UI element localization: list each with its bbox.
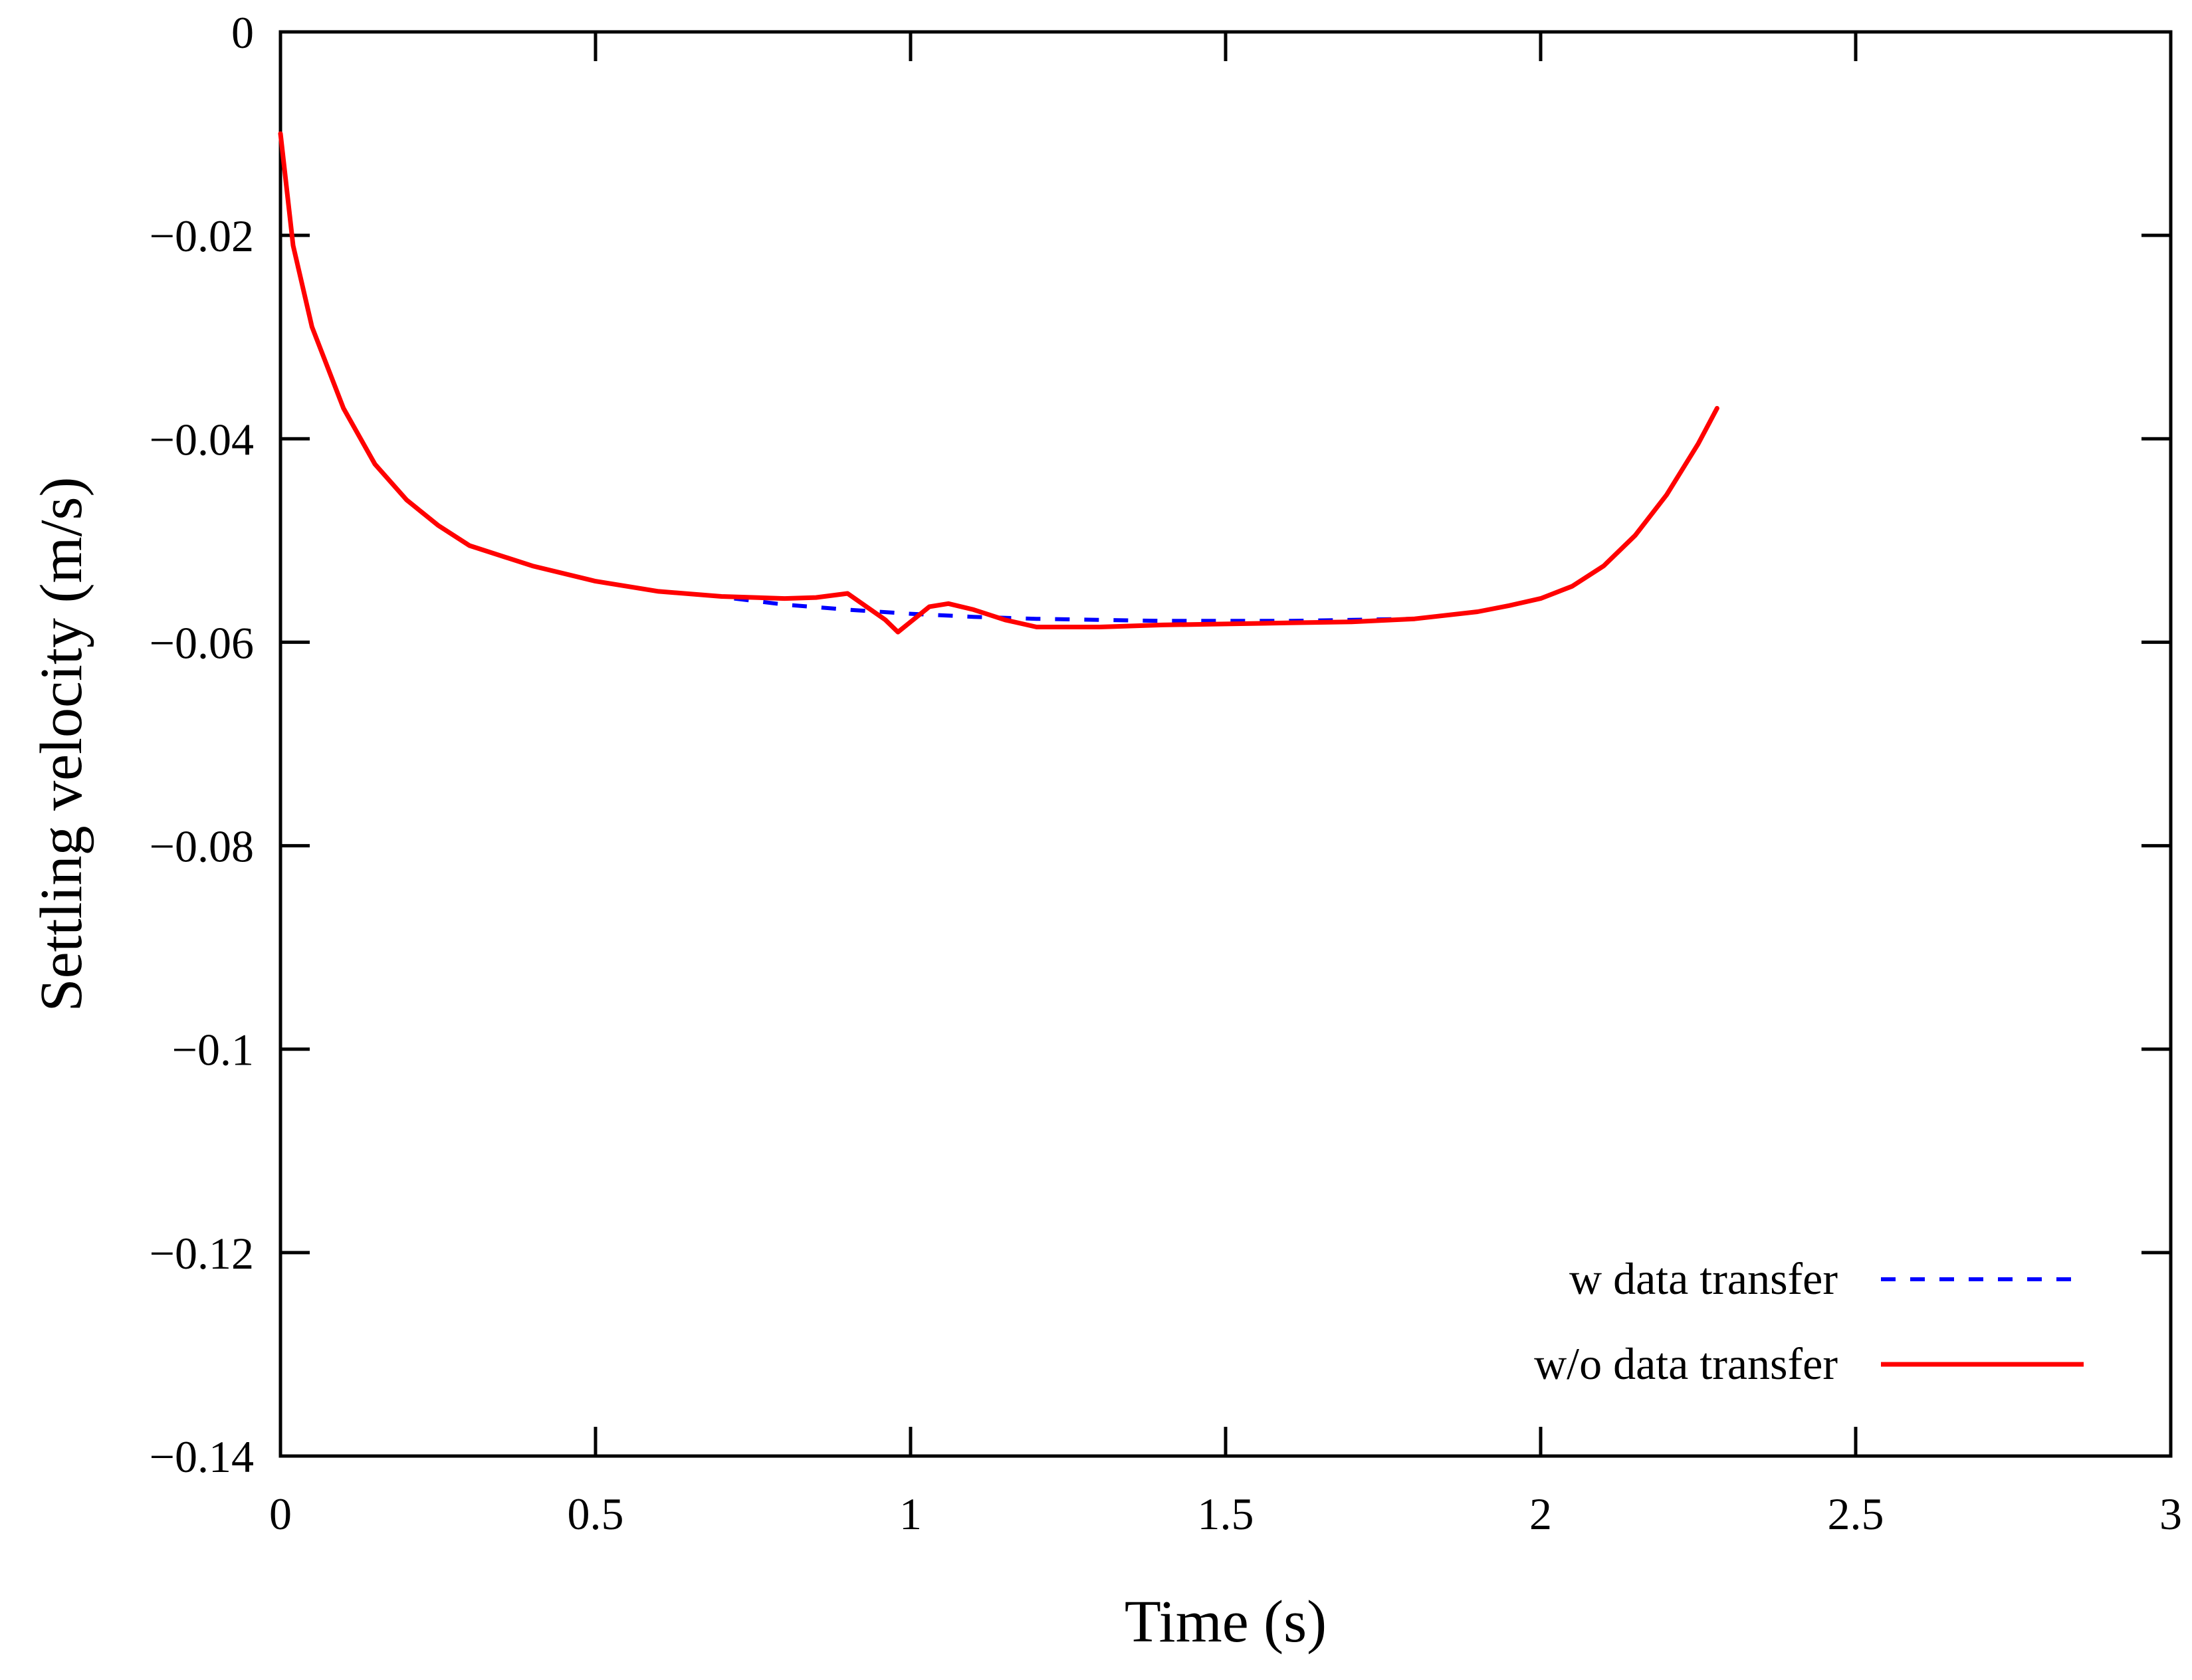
y-tick-label: −0.12 xyxy=(150,1228,254,1279)
plot-frame xyxy=(278,30,2173,1458)
y-tick-label: −0.06 xyxy=(150,617,254,668)
series-layer xyxy=(278,131,1719,635)
x-axis-ticks: 0 0.5 1 1.5 2 2.5 3 xyxy=(269,32,2182,1539)
legend: w data transfer w/o data transfer xyxy=(1534,1253,2084,1389)
series-line-wo-data-transfer xyxy=(278,131,1719,635)
x-tick-label: 2 xyxy=(1529,1489,1552,1539)
legend-label: w/o data transfer xyxy=(1534,1338,1838,1389)
legend-label: w data transfer xyxy=(1569,1253,1838,1304)
x-tick-label: 0 xyxy=(269,1489,292,1539)
x-axis-title: Time (s) xyxy=(1125,1589,1327,1655)
series-line-w-data-transfer xyxy=(734,596,1415,623)
y-tick-label: −0.04 xyxy=(150,414,254,465)
y-tick-label: −0.02 xyxy=(150,211,254,261)
y-tick-label: −0.14 xyxy=(150,1431,254,1482)
y-axis-title: Settling velocity (m/s) xyxy=(29,477,94,1012)
x-tick-label: 2.5 xyxy=(1828,1489,1884,1539)
x-tick-label: 1.5 xyxy=(1198,1489,1254,1539)
y-axis-ticks: 0 −0.02 −0.04 −0.06 −0.08 −0.1 −0.12 −0.14 xyxy=(150,7,2171,1482)
y-tick-label: −0.1 xyxy=(172,1025,254,1075)
x-tick-label: 1 xyxy=(899,1489,922,1539)
y-tick-label: 0 xyxy=(231,7,254,58)
y-tick-label: −0.08 xyxy=(150,821,254,872)
x-tick-label: 3 xyxy=(2159,1489,2182,1539)
x-tick-label: 0.5 xyxy=(568,1489,624,1539)
